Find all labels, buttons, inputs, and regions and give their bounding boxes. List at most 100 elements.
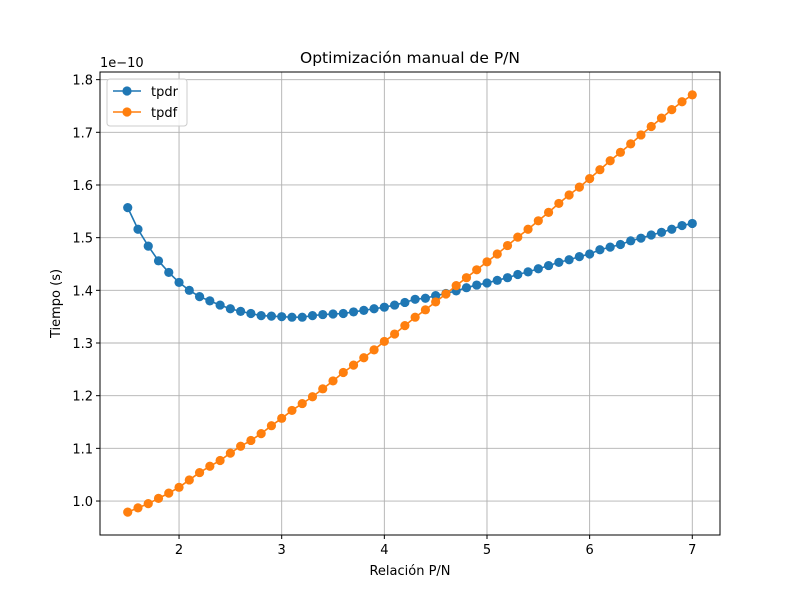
data-point-tpdr bbox=[482, 278, 492, 288]
x-tick-label: 2 bbox=[175, 543, 183, 558]
data-point-tpdr bbox=[266, 311, 277, 321]
data-point-tpdf bbox=[451, 280, 461, 291]
data-point-tpdf bbox=[297, 398, 307, 409]
data-point-tpdf bbox=[636, 130, 646, 140]
data-point-tpdf bbox=[523, 224, 533, 234]
data-point-tpdr bbox=[420, 293, 430, 303]
data-point-tpdf bbox=[646, 121, 656, 132]
y-tick-label: 1.4 bbox=[72, 284, 93, 299]
data-point-tpdr bbox=[656, 227, 667, 237]
data-point-tpdf bbox=[492, 249, 502, 259]
data-point-tpdr bbox=[410, 294, 420, 304]
y-tick-label: 1.2 bbox=[72, 390, 93, 405]
data-point-tpdr bbox=[256, 311, 266, 321]
data-point-tpdf bbox=[513, 232, 523, 242]
data-point-tpdf bbox=[328, 376, 338, 386]
data-point-tpdr bbox=[379, 302, 389, 312]
data-point-tpdr bbox=[605, 242, 615, 252]
x-tick-label: 7 bbox=[688, 543, 696, 558]
data-point-tpdr bbox=[636, 233, 646, 243]
data-point-tpdr bbox=[523, 267, 533, 277]
data-point-tpdr bbox=[615, 239, 626, 250]
data-point-tpdf bbox=[400, 321, 410, 331]
data-point-tpdr bbox=[194, 292, 205, 302]
data-point-tpdf bbox=[359, 353, 369, 363]
y-offset-label: 1e−10 bbox=[100, 56, 144, 71]
data-point-tpdr bbox=[307, 311, 318, 321]
data-point-tpdf bbox=[215, 455, 225, 466]
y-tick-label: 1.0 bbox=[72, 495, 93, 510]
data-point-tpdf bbox=[133, 503, 143, 513]
data-point-tpdf bbox=[574, 182, 584, 192]
data-point-tpdf bbox=[482, 257, 492, 267]
data-point-tpdr bbox=[215, 300, 225, 310]
y-tick-label: 1.7 bbox=[72, 126, 93, 141]
chart-title: Optimización manual de P/N bbox=[300, 49, 520, 67]
data-point-tpdf bbox=[379, 336, 389, 347]
data-point-tpdr bbox=[318, 309, 328, 320]
data-point-tpdf bbox=[677, 97, 687, 107]
data-point-tpdf bbox=[143, 499, 153, 509]
y-tick-label: 1.5 bbox=[72, 232, 93, 247]
data-point-tpdf bbox=[277, 413, 287, 423]
data-point-tpdf bbox=[605, 156, 615, 166]
data-point-tpdr bbox=[338, 308, 348, 319]
x-tick-label: 3 bbox=[278, 543, 286, 558]
data-point-tpdf bbox=[441, 289, 451, 299]
data-point-tpdf bbox=[533, 216, 543, 226]
data-point-tpdf bbox=[626, 139, 636, 149]
series-layer bbox=[123, 90, 697, 517]
data-point-tpdr bbox=[225, 304, 235, 314]
data-point-tpdf bbox=[225, 448, 235, 458]
data-point-tpdr bbox=[677, 220, 687, 231]
y-tick-label: 1.3 bbox=[72, 337, 93, 352]
data-point-tpdr bbox=[492, 275, 502, 285]
legend-marker-tpdf bbox=[122, 107, 132, 117]
y-axis-label: Tiempo (s) bbox=[49, 269, 64, 339]
data-point-tpdf bbox=[390, 329, 400, 339]
data-point-tpdf bbox=[194, 467, 205, 478]
data-point-tpdf bbox=[472, 265, 482, 275]
data-point-tpdf bbox=[287, 405, 297, 416]
data-point-tpdf bbox=[307, 392, 318, 402]
data-point-tpdr bbox=[564, 255, 574, 265]
data-point-tpdr bbox=[359, 305, 369, 315]
data-point-tpdr bbox=[164, 267, 174, 278]
data-point-tpdf bbox=[554, 198, 564, 209]
data-point-tpdf bbox=[174, 482, 184, 492]
data-point-tpdf bbox=[318, 384, 328, 394]
data-point-tpdr bbox=[431, 291, 441, 301]
data-point-tpdr bbox=[646, 230, 656, 240]
x-axis-label: Relación P/N bbox=[369, 564, 450, 579]
data-point-tpdf bbox=[420, 305, 430, 315]
data-point-tpdr bbox=[133, 224, 143, 234]
data-point-tpdf bbox=[205, 461, 215, 471]
data-point-tpdf bbox=[184, 475, 194, 485]
data-point-tpdr bbox=[667, 224, 677, 234]
data-point-tpdr bbox=[369, 304, 379, 314]
data-point-tpdf bbox=[266, 421, 277, 431]
data-point-tpdf bbox=[687, 90, 697, 100]
data-point-tpdf bbox=[338, 367, 348, 378]
x-tick-label: 6 bbox=[585, 543, 593, 558]
data-point-tpdr bbox=[184, 285, 194, 295]
series-tpdr bbox=[123, 203, 697, 322]
data-point-tpdr bbox=[236, 306, 246, 316]
data-point-tpdf bbox=[431, 297, 441, 307]
data-point-tpdf bbox=[656, 113, 667, 123]
legend: tpdr tpdf bbox=[106, 78, 188, 127]
data-point-tpdf bbox=[543, 207, 554, 217]
legend-label-tpdf: tpdf bbox=[151, 106, 178, 121]
data-point-tpdr bbox=[153, 256, 164, 266]
data-point-tpdr bbox=[543, 260, 554, 271]
data-point-tpdf bbox=[256, 429, 266, 439]
data-point-tpdr bbox=[626, 236, 636, 246]
data-point-tpdf bbox=[164, 488, 174, 498]
data-point-tpdr bbox=[595, 245, 605, 255]
legend-label-tpdr: tpdr bbox=[151, 85, 179, 100]
data-point-tpdr bbox=[246, 308, 256, 319]
data-point-tpdf bbox=[348, 360, 359, 370]
series-tpdf bbox=[123, 90, 697, 517]
data-point-tpdr bbox=[174, 277, 184, 288]
data-point-tpdf bbox=[615, 147, 626, 157]
